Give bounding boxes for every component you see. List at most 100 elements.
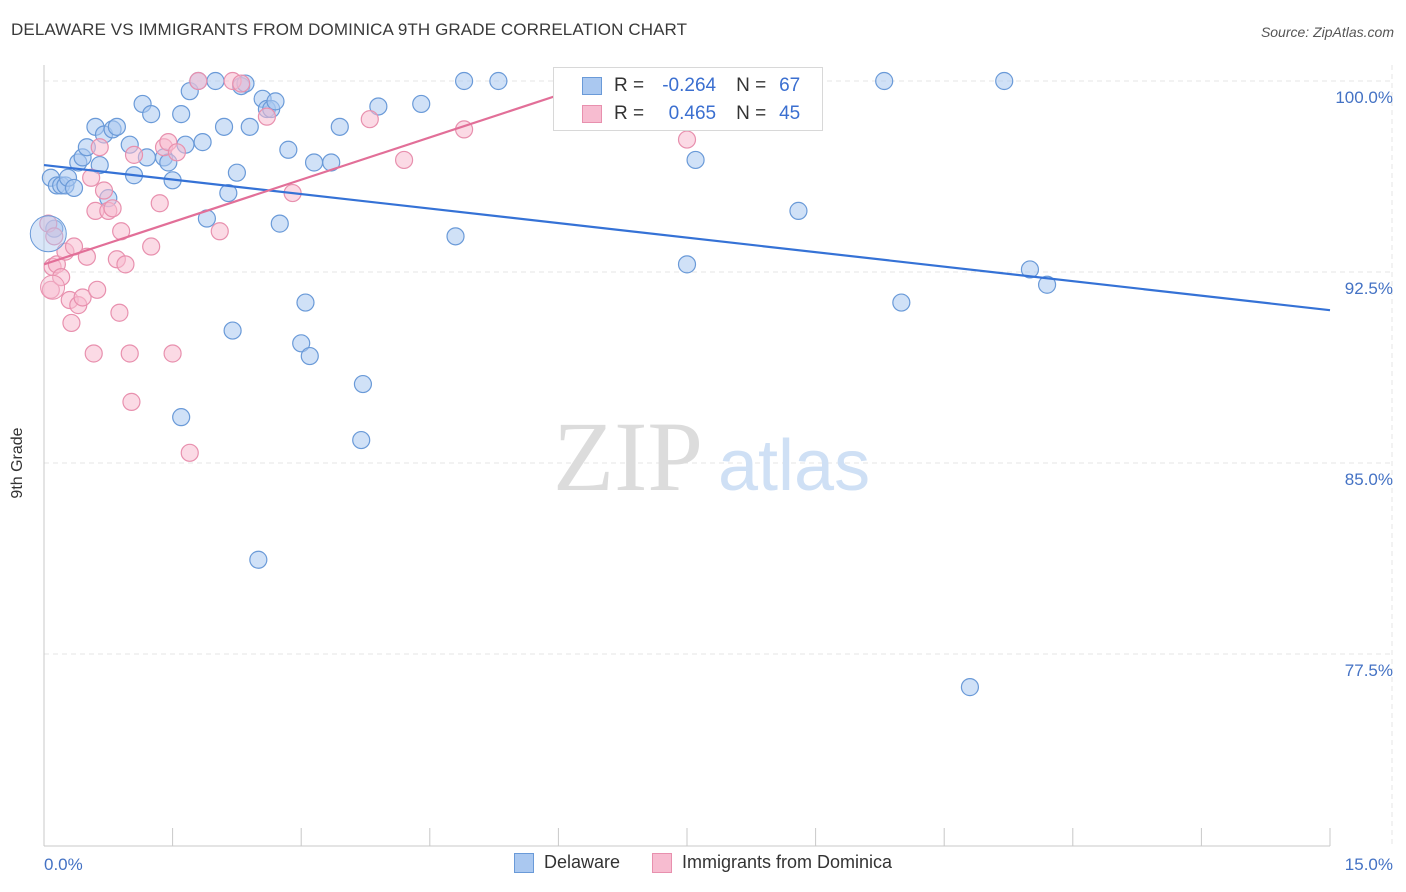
data-point-delaware <box>142 105 161 124</box>
data-point-delaware <box>249 550 268 569</box>
data-point-dominica <box>52 267 71 287</box>
data-point-delaware <box>352 430 371 450</box>
data-point-delaware <box>206 71 225 91</box>
x-tick-label-max: 15.0% <box>1345 855 1393 874</box>
data-point-delaware <box>489 71 508 91</box>
data-point-delaware <box>240 117 259 136</box>
data-point-delaware <box>960 678 980 697</box>
data-point-delaware <box>296 293 315 312</box>
data-point-dominica <box>41 280 60 299</box>
data-point-dominica <box>88 280 107 299</box>
watermark: ZIP atlas <box>553 401 870 512</box>
legend-row-dominica: R = 0.465 N = 45 <box>554 102 800 126</box>
legend-r-label: R = <box>614 75 645 96</box>
gridlines <box>44 65 1393 846</box>
data-point-dominica <box>210 222 229 241</box>
data-point-delaware <box>214 117 234 136</box>
stats-legend: R = -0.264 N = 67 R = 0.465 N = 45 <box>553 67 823 131</box>
data-point-dominica <box>84 344 103 363</box>
series-swatch-blue <box>513 852 534 873</box>
legend-n-value: 45 <box>779 103 801 124</box>
legend-n-label: N = <box>736 103 767 124</box>
data-point-delaware <box>330 117 349 136</box>
trend-lines <box>43 79 1331 312</box>
data-point-dominica <box>103 199 122 218</box>
data-point-dominica <box>180 443 199 462</box>
data-point-delaware <box>219 183 238 203</box>
y-tick-label: 85.0% <box>1345 470 1393 489</box>
data-point-dominica <box>90 138 109 157</box>
data-point-delaware <box>369 97 388 116</box>
legend-swatch-blue <box>582 77 602 95</box>
y-tick-label: 77.5% <box>1345 661 1393 680</box>
data-points <box>29 71 1057 697</box>
data-point-delaware <box>1037 275 1057 294</box>
watermark-zip: ZIP <box>553 401 703 512</box>
y-tick-label: 92.5% <box>1345 279 1393 298</box>
data-point-dominica <box>94 181 114 200</box>
series-swatch-pink <box>652 852 672 873</box>
series-legend-delaware: Delaware <box>513 852 620 873</box>
data-point-delaware <box>353 374 373 394</box>
data-point-delaware <box>193 133 212 152</box>
data-point-delaware <box>454 71 474 91</box>
x-tick-label-min: 0.0% <box>44 855 83 874</box>
y-tick-label: 100.0% <box>1335 88 1393 107</box>
trend-line-dominica <box>43 79 602 266</box>
data-point-delaware <box>677 255 697 274</box>
chart-title: DELAWARE VS IMMIGRANTS FROM DOMINICA 9TH… <box>11 20 688 39</box>
data-point-delaware <box>686 150 705 170</box>
data-point-dominica <box>360 110 379 129</box>
data-point-dominica <box>116 255 135 274</box>
data-point-delaware <box>892 293 911 312</box>
legend-r-value: 0.465 <box>668 103 717 124</box>
data-point-dominica <box>142 237 161 256</box>
series-legend: Delaware Immigrants from Dominica <box>0 852 1406 873</box>
data-point-dominica <box>124 145 144 164</box>
watermark-atlas: atlas <box>718 426 870 506</box>
data-point-dominica <box>120 344 139 363</box>
data-point-dominica <box>45 227 64 246</box>
series-label: Delaware <box>543 852 620 872</box>
legend-row-delaware: R = -0.264 N = 67 <box>554 74 800 98</box>
data-point-delaware <box>875 71 894 91</box>
data-point-dominica <box>257 107 277 126</box>
legend-r-value: -0.264 <box>662 75 717 96</box>
data-point-delaware <box>292 334 311 353</box>
data-point-delaware <box>90 155 109 175</box>
data-point-dominica <box>677 130 697 149</box>
data-point-dominica <box>110 303 129 322</box>
data-point-delaware <box>266 92 285 111</box>
data-point-delaware <box>279 140 298 159</box>
data-point-dominica <box>167 143 186 162</box>
data-point-delaware <box>223 321 242 340</box>
data-point-delaware <box>995 71 1014 91</box>
data-point-delaware <box>304 153 324 172</box>
data-point-delaware <box>64 178 84 198</box>
legend-n-label: N = <box>736 75 767 96</box>
data-point-delaware <box>1020 260 1040 279</box>
data-point-delaware <box>412 94 431 114</box>
data-point-dominica <box>73 288 92 307</box>
source-label: Source: ZipAtlas.com <box>1260 24 1394 40</box>
axes <box>43 65 1331 847</box>
data-point-delaware <box>29 215 67 253</box>
data-point-delaware <box>107 117 126 136</box>
legend-swatch-pink <box>582 105 602 123</box>
data-point-dominica <box>189 71 208 91</box>
series-legend-dominica: Immigrants from Dominica <box>652 852 892 873</box>
data-point-delaware <box>789 201 808 220</box>
data-point-delaware <box>172 105 191 124</box>
data-point-dominica <box>232 74 251 93</box>
data-point-delaware <box>446 227 465 246</box>
legend-r-label: R = <box>614 103 645 124</box>
data-point-dominica <box>150 194 169 213</box>
trend-line-delaware <box>43 163 1331 312</box>
data-point-dominica <box>122 392 141 411</box>
data-point-dominica <box>40 274 66 300</box>
data-point-delaware <box>300 346 319 366</box>
data-point-delaware <box>227 163 246 182</box>
tick-labels: 100.0% 92.5% 85.0% 77.5% 0.0% 15.0% <box>44 88 1393 874</box>
series-label: Immigrants from Dominica <box>682 852 893 872</box>
